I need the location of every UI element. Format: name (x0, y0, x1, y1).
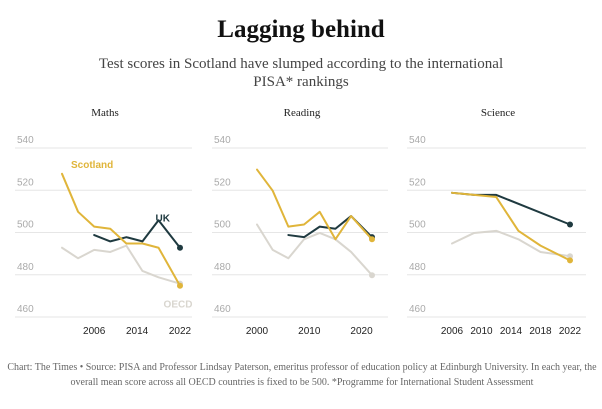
x-tick-label: 2022 (559, 326, 582, 337)
annotation-uk: UK (156, 214, 171, 225)
series-endpoint-uk (177, 244, 183, 251)
x-tick-label: 2006 (441, 326, 464, 337)
x-tick-label: 2020 (350, 326, 373, 337)
series-endpoint-oecd (567, 253, 573, 260)
y-tick-label: 520 (214, 177, 231, 188)
x-tick-label: 2014 (500, 326, 523, 337)
y-tick-label: 540 (409, 135, 426, 146)
x-tick-label: 2018 (529, 326, 552, 337)
y-tick-label: 460 (17, 304, 34, 315)
annotation-scotland: Scotland (71, 160, 113, 171)
series-endpoint-uk (567, 221, 573, 228)
y-tick-label: 460 (409, 304, 426, 315)
series-line-scotland (61, 172, 181, 287)
y-tick-label: 500 (409, 220, 426, 231)
chart-title: Lagging behind (217, 16, 385, 43)
y-tick-label: 540 (17, 135, 34, 146)
x-tick-label: 2010 (470, 326, 493, 337)
x-tick-label: 2000 (246, 326, 269, 337)
series-line-uk (93, 219, 181, 249)
y-tick-label: 500 (17, 220, 34, 231)
series-line-oecd (61, 244, 181, 285)
y-tick-label: 480 (17, 262, 34, 273)
y-tick-label: 480 (409, 262, 426, 273)
y-tick-label: 500 (214, 220, 231, 231)
y-tick-label: 480 (214, 262, 231, 273)
x-tick-label: 2022 (169, 326, 192, 337)
series-endpoint-scotland (177, 282, 183, 289)
panel-title-maths: Maths (91, 107, 119, 119)
y-tick-label: 460 (214, 304, 231, 315)
x-tick-label: 2014 (126, 326, 149, 337)
y-tick-label: 520 (409, 177, 426, 188)
panel-title-science: Science (480, 107, 516, 119)
series-endpoint-oecd (369, 272, 375, 279)
x-tick-label: 2006 (83, 326, 106, 337)
series-line-oecd (451, 229, 571, 258)
chart-footer: Chart: The Times • Source: PISA and Prof… (7, 362, 597, 388)
series-line-scotland (256, 168, 373, 241)
series-line-scotland (451, 191, 571, 262)
panel-title-reading: Reading (283, 107, 321, 119)
annotation-oecd: OECD (164, 300, 193, 311)
y-tick-label: 520 (17, 177, 34, 188)
chart-subtitle: Test scores in Scotland have slumped acc… (98, 56, 504, 90)
series-line-oecd (256, 223, 373, 277)
x-tick-label: 2010 (298, 326, 321, 337)
series-endpoint-scotland (567, 257, 573, 264)
series-endpoint-scotland (369, 236, 375, 243)
y-tick-label: 540 (214, 135, 231, 146)
